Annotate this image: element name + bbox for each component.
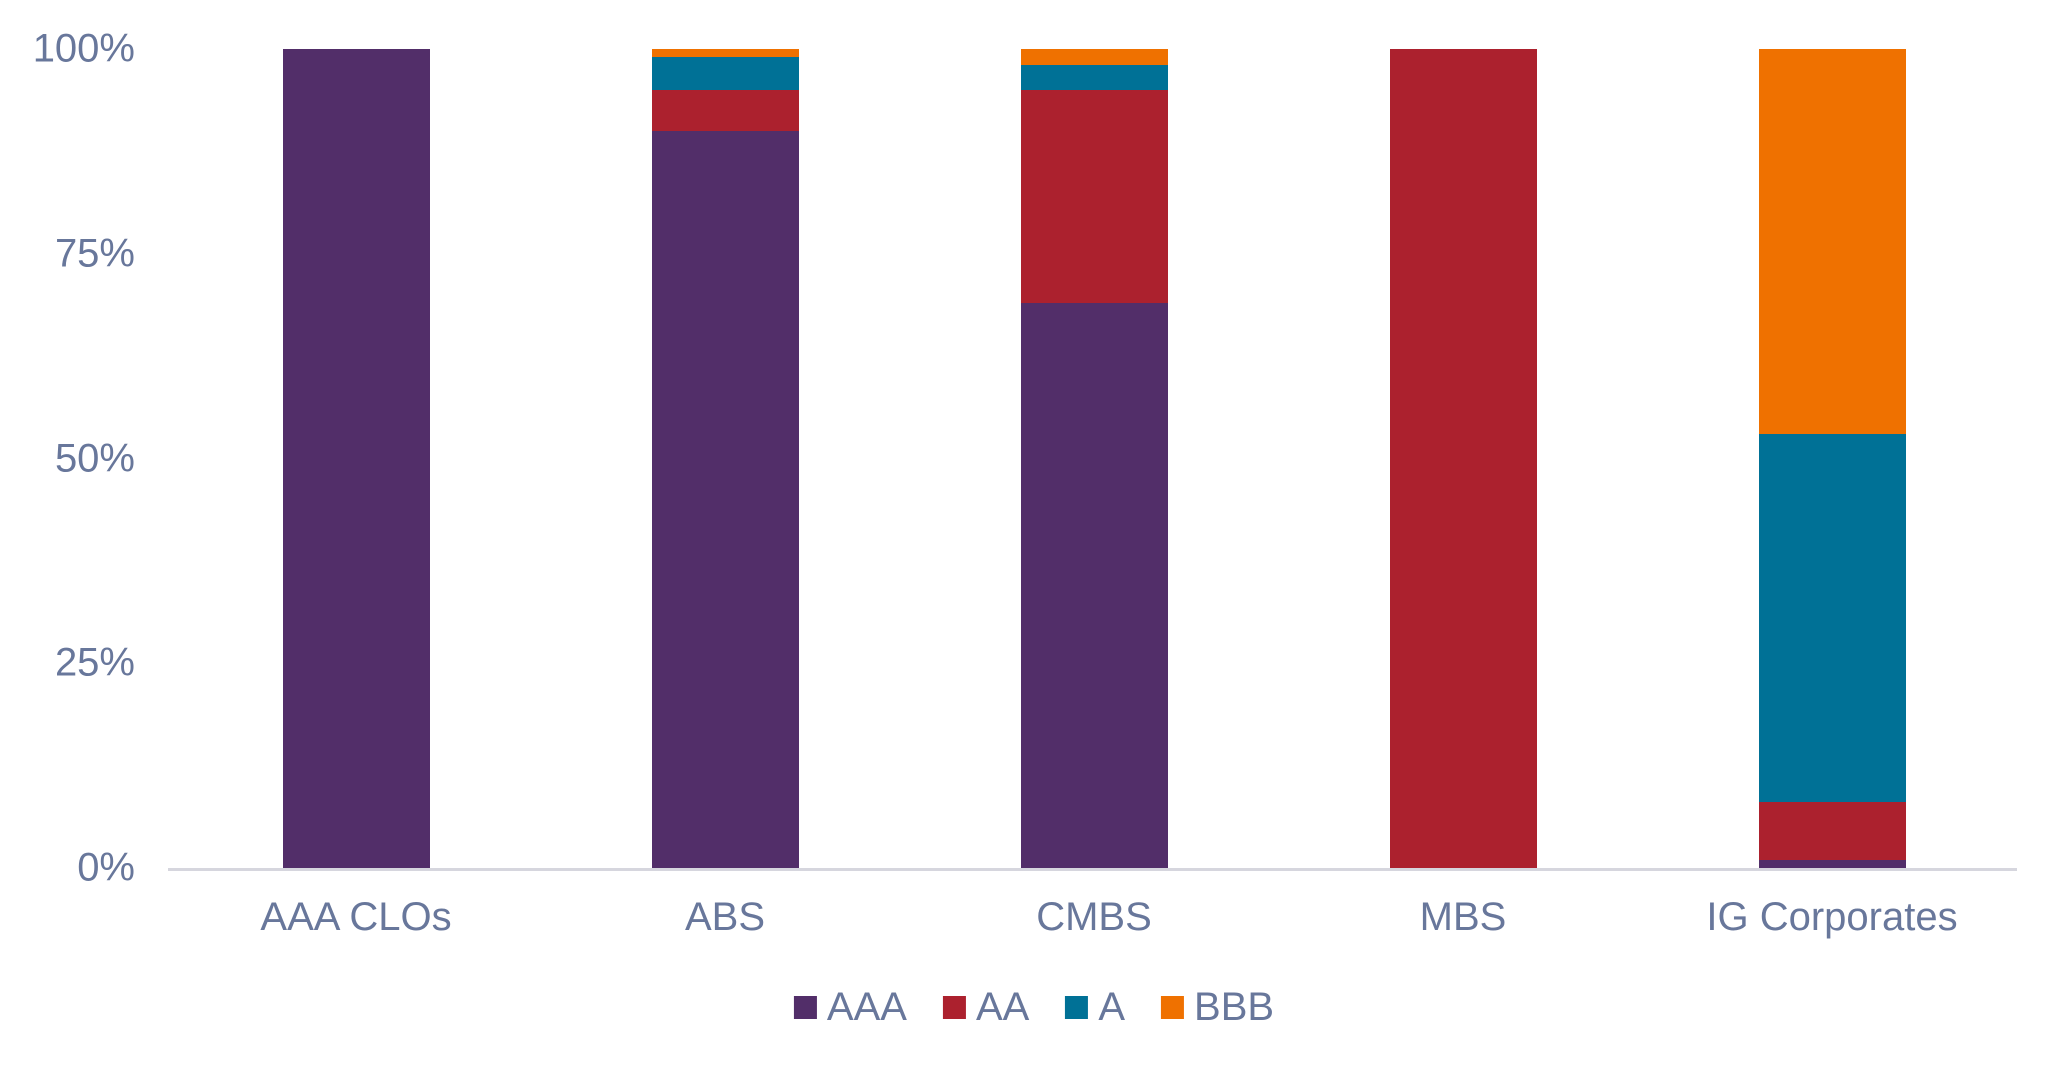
x-category-label: IG Corporates: [1706, 895, 1958, 939]
bar-ig-corporates: [1758, 49, 1906, 868]
bar-abs: [651, 49, 799, 868]
bar-aaa-clos: [282, 49, 430, 868]
x-category-label: MBS: [1419, 895, 1507, 939]
legend-swatch-bbb: [1161, 996, 1185, 1019]
bar-mbs: [1389, 49, 1537, 868]
bar-segment-aaa: [282, 49, 430, 868]
legend: AAA AA A BBB: [793, 985, 1274, 1030]
legend-label: BBB: [1194, 985, 1275, 1029]
y-tick-label: 100%: [32, 26, 135, 71]
legend-swatch-aa: [942, 996, 966, 1019]
x-category-label: CMBS: [1036, 895, 1152, 939]
legend-label: A: [1098, 985, 1126, 1029]
bar-segment-bbb: [651, 49, 799, 58]
bar-segment-aa: [1389, 49, 1537, 868]
y-tick-label: 50%: [54, 436, 135, 480]
y-tick-label: 0%: [77, 845, 135, 890]
legend-swatch-aaa: [793, 996, 817, 1019]
bar-segment-aaa: [1758, 859, 1906, 868]
bar-segment-aaa: [1020, 302, 1168, 868]
bar-segment-bbb: [1758, 49, 1906, 434]
bar-segment-aa: [651, 89, 799, 131]
legend-label: AAA: [826, 985, 907, 1029]
bar-segment-a: [651, 57, 799, 90]
y-tick-label: 75%: [54, 231, 135, 276]
legend-item-aa: AA: [942, 985, 1030, 1030]
bar-segment-aaa: [651, 130, 799, 868]
x-axis-line: [168, 868, 2017, 871]
bar-segment-bbb: [1020, 49, 1168, 66]
bar-segment-aa: [1758, 802, 1906, 860]
x-category-label: ABS: [684, 895, 766, 939]
bar-cmbs: [1020, 49, 1168, 868]
y-tick-label: 25%: [54, 640, 135, 685]
x-category-label: AAA CLOs: [260, 895, 452, 939]
bar-segment-a: [1758, 433, 1906, 803]
legend-item-a: A: [1065, 985, 1125, 1030]
legend-item-bbb: BBB: [1161, 985, 1274, 1030]
bar-segment-a: [1020, 65, 1168, 90]
bar-segment-aa: [1020, 89, 1168, 303]
legend-label: AA: [975, 985, 1030, 1029]
legend-swatch-a: [1065, 996, 1089, 1019]
legend-item-aaa: AAA: [793, 985, 907, 1030]
